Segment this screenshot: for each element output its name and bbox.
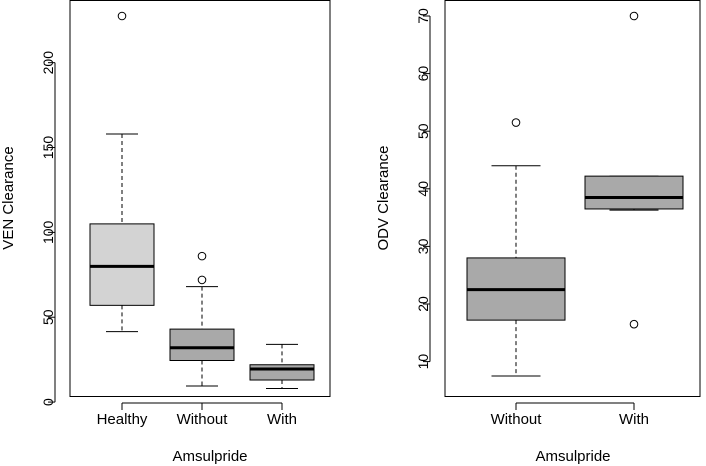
y-tick-label: 0	[40, 398, 56, 406]
ven-clearance-panel: VEN Clearance Amsulpride 0 50 100 150 200 Hea…	[0, 0, 331, 465]
y-tick-label: 10	[415, 354, 431, 370]
y-tick-label: 60	[415, 66, 431, 82]
y-tick-label: 50	[40, 309, 56, 325]
outlier-point	[511, 118, 521, 127]
iqr-box	[584, 175, 684, 210]
plot-frame	[444, 0, 701, 397]
y-tick-label: 100	[40, 220, 56, 244]
iqr-box	[89, 223, 155, 306]
y-tick-label: 70	[415, 8, 431, 24]
y-axis-label: ODV Clearance	[375, 145, 392, 250]
y-tick-label: 30	[415, 238, 431, 254]
iqr-box	[249, 364, 315, 381]
outlier-point	[117, 11, 127, 21]
outlier-point	[629, 319, 639, 329]
outlier-point	[197, 251, 207, 261]
x-axis-label: Amsulpride	[172, 448, 247, 465]
y-tick-label: 200	[40, 51, 56, 75]
odv-clearance-panel: ODV Clearance Amsulpride 10 20 30 40 50 60 70 W…	[375, 0, 701, 465]
plot-frame	[69, 0, 331, 397]
category-label: With	[619, 411, 649, 428]
category-label: With	[267, 411, 297, 428]
category-label: Without	[491, 411, 543, 428]
category-label: Without	[177, 411, 229, 428]
iqr-box	[169, 328, 235, 361]
y-tick-label: 150	[40, 136, 56, 160]
x-axis-label: Amsulpride	[535, 448, 610, 465]
y-tick-label: 40	[415, 181, 431, 197]
y-tick-label: 50	[415, 123, 431, 139]
outlier-point	[629, 11, 639, 21]
outlier-point	[197, 275, 207, 285]
category-label: Healthy	[97, 411, 148, 428]
y-tick-label: 20	[415, 296, 431, 312]
y-axis-label: VEN Clearance	[0, 146, 17, 249]
